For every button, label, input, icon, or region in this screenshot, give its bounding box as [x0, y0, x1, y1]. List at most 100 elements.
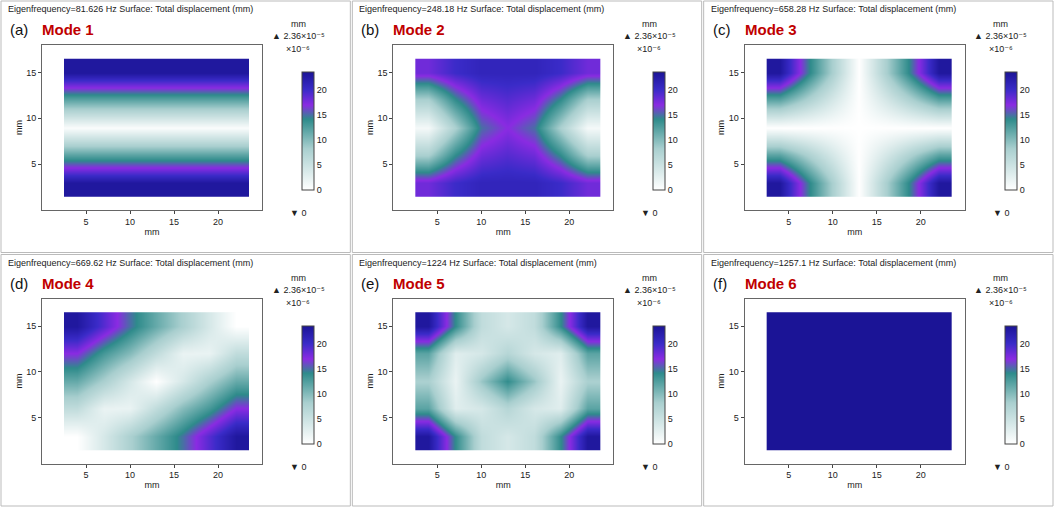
svg-text:▲ 2.36×10⁻⁵: ▲ 2.36×10⁻⁵ — [974, 31, 1027, 41]
svg-text:15: 15 — [872, 470, 882, 480]
svg-text:mm: mm — [145, 227, 160, 237]
svg-text:mm: mm — [14, 120, 24, 135]
svg-text:5: 5 — [435, 217, 440, 227]
svg-text:5: 5 — [734, 413, 739, 423]
svg-text:20: 20 — [317, 85, 327, 95]
svg-text:▼ 0: ▼ 0 — [993, 208, 1009, 218]
svg-text:mm: mm — [716, 374, 726, 389]
svg-text:15: 15 — [872, 217, 882, 227]
svg-text:5: 5 — [1020, 160, 1025, 170]
svg-text:10: 10 — [378, 113, 388, 123]
svg-text:10: 10 — [125, 470, 135, 480]
svg-text:Eigenfrequency=669.62 Hz Surfa: Eigenfrequency=669.62 Hz Surface: Total … — [8, 258, 253, 268]
svg-text:10: 10 — [668, 389, 678, 399]
svg-text:×10⁻⁶: ×10⁻⁶ — [286, 298, 310, 308]
svg-text:0: 0 — [1020, 439, 1025, 449]
svg-text:Mode 6: Mode 6 — [745, 275, 797, 292]
svg-text:▼ 0: ▼ 0 — [641, 208, 657, 218]
svg-text:mm: mm — [14, 374, 24, 389]
svg-text:▼ 0: ▼ 0 — [993, 462, 1009, 472]
svg-text:10: 10 — [26, 367, 36, 377]
svg-text:mm: mm — [365, 120, 375, 135]
svg-text:0: 0 — [317, 439, 322, 449]
svg-text:▲ 2.36×10⁻⁵: ▲ 2.36×10⁻⁵ — [974, 285, 1027, 295]
svg-text:10: 10 — [476, 217, 486, 227]
svg-text:10: 10 — [729, 113, 739, 123]
svg-text:15: 15 — [26, 321, 36, 331]
svg-text:(f): (f) — [713, 275, 727, 292]
svg-text:10: 10 — [476, 470, 486, 480]
svg-text:15: 15 — [1020, 110, 1030, 120]
svg-text:▲ 2.36×10⁻⁵: ▲ 2.36×10⁻⁵ — [623, 31, 676, 41]
svg-text:15: 15 — [520, 217, 530, 227]
svg-text:0: 0 — [317, 185, 322, 195]
svg-text:20: 20 — [668, 85, 678, 95]
svg-text:×10⁻⁶: ×10⁻⁶ — [989, 298, 1013, 308]
svg-text:10: 10 — [317, 389, 327, 399]
svg-text:Eigenfrequency=81.626 Hz Surfa: Eigenfrequency=81.626 Hz Surface: Total … — [8, 4, 253, 14]
svg-text:Mode 2: Mode 2 — [393, 21, 445, 38]
svg-text:0: 0 — [668, 185, 673, 195]
svg-text:mm: mm — [145, 480, 160, 490]
svg-text:5: 5 — [668, 414, 673, 424]
svg-text:15: 15 — [378, 321, 388, 331]
svg-text:15: 15 — [317, 110, 327, 120]
svg-text:10: 10 — [828, 217, 838, 227]
svg-text:20: 20 — [1020, 85, 1030, 95]
svg-text:Eigenfrequency=1224 Hz Surface: Eigenfrequency=1224 Hz Surface: Total di… — [359, 258, 597, 268]
svg-text:5: 5 — [435, 470, 440, 480]
svg-text:Mode 4: Mode 4 — [42, 275, 94, 292]
svg-text:mm: mm — [642, 273, 657, 283]
svg-text:0: 0 — [668, 439, 673, 449]
svg-text:5: 5 — [317, 414, 322, 424]
svg-text:(d): (d) — [10, 275, 28, 292]
svg-text:15: 15 — [668, 110, 678, 120]
svg-text:(c): (c) — [713, 21, 731, 38]
svg-text:(e): (e) — [361, 275, 379, 292]
svg-text:Eigenfrequency=248.18 Hz Surfa: Eigenfrequency=248.18 Hz Surface: Total … — [359, 4, 604, 14]
svg-text:20: 20 — [916, 470, 926, 480]
svg-text:15: 15 — [520, 470, 530, 480]
svg-text:10: 10 — [378, 367, 388, 377]
svg-text:Mode 1: Mode 1 — [42, 21, 94, 38]
svg-text:mm: mm — [847, 227, 862, 237]
svg-text:▲ 2.36×10⁻⁵: ▲ 2.36×10⁻⁵ — [272, 31, 325, 41]
svg-text:5: 5 — [786, 470, 791, 480]
svg-text:15: 15 — [26, 68, 36, 78]
svg-text:5: 5 — [83, 470, 88, 480]
svg-text:mm: mm — [993, 273, 1008, 283]
svg-text:5: 5 — [317, 160, 322, 170]
svg-text:▲ 2.36×10⁻⁵: ▲ 2.36×10⁻⁵ — [272, 285, 325, 295]
svg-text:mm: mm — [496, 480, 511, 490]
svg-text:10: 10 — [26, 113, 36, 123]
svg-text:20: 20 — [317, 339, 327, 349]
svg-text:5: 5 — [31, 159, 36, 169]
svg-text:20: 20 — [916, 217, 926, 227]
svg-text:20: 20 — [564, 217, 574, 227]
svg-text:Eigenfrequency=1257.1 Hz Surfa: Eigenfrequency=1257.1 Hz Surface: Total … — [711, 258, 956, 268]
svg-text:5: 5 — [1020, 414, 1025, 424]
svg-text:15: 15 — [729, 321, 739, 331]
svg-text:10: 10 — [125, 217, 135, 227]
svg-text:5: 5 — [786, 217, 791, 227]
svg-text:mm: mm — [291, 19, 306, 29]
svg-text:20: 20 — [213, 470, 223, 480]
svg-text:mm: mm — [496, 227, 511, 237]
svg-text:15: 15 — [317, 364, 327, 374]
svg-text:10: 10 — [828, 470, 838, 480]
svg-text:20: 20 — [213, 217, 223, 227]
svg-text:5: 5 — [383, 413, 388, 423]
svg-text:15: 15 — [1020, 364, 1030, 374]
svg-text:▼ 0: ▼ 0 — [641, 462, 657, 472]
svg-text:mm: mm — [642, 19, 657, 29]
svg-text:×10⁻⁶: ×10⁻⁶ — [637, 298, 661, 308]
svg-text:×10⁻⁶: ×10⁻⁶ — [286, 44, 310, 54]
svg-text:Eigenfrequency=658.28 Hz Surfa: Eigenfrequency=658.28 Hz Surface: Total … — [711, 4, 956, 14]
svg-text:▼ 0: ▼ 0 — [290, 208, 306, 218]
svg-text:5: 5 — [668, 160, 673, 170]
svg-text:5: 5 — [83, 217, 88, 227]
svg-text:mm: mm — [847, 480, 862, 490]
svg-text:5: 5 — [734, 159, 739, 169]
svg-text:20: 20 — [668, 339, 678, 349]
svg-text:15: 15 — [668, 364, 678, 374]
